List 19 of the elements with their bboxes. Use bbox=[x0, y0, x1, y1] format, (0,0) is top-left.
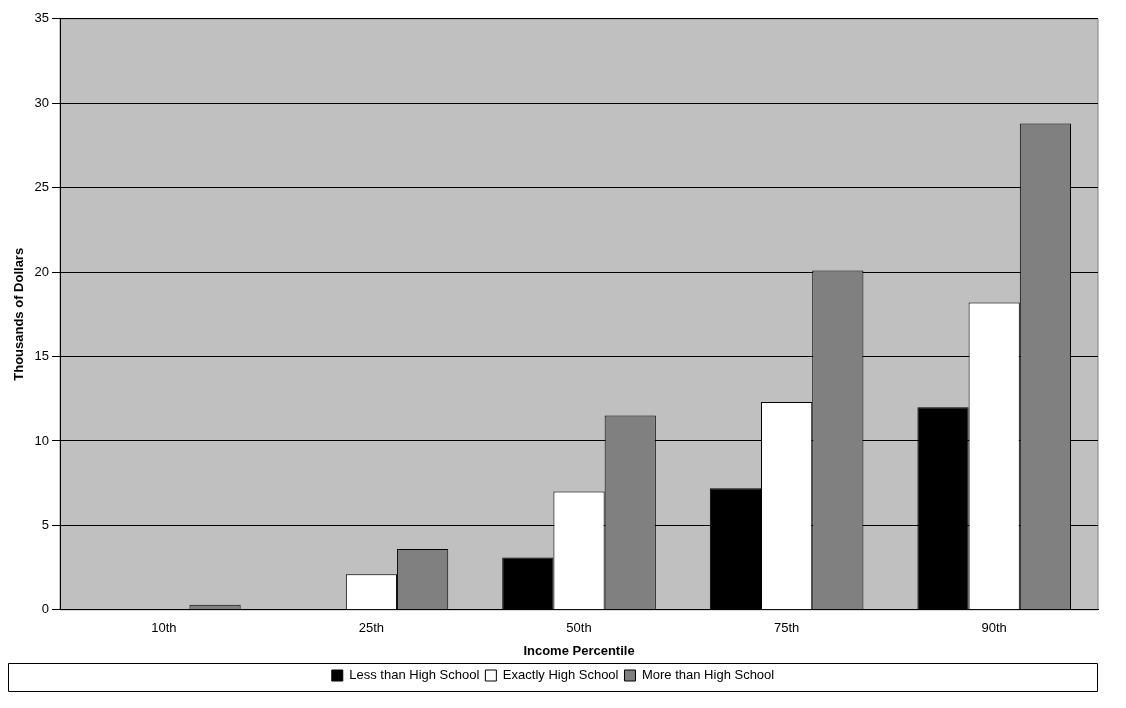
x-tick-label: 75th bbox=[773, 620, 800, 636]
y-tick-label: 15 bbox=[34, 348, 50, 364]
legend-label: Less than High School bbox=[349, 667, 480, 683]
y-tick-label: 35 bbox=[34, 10, 50, 26]
y-tick-label: 10 bbox=[34, 432, 50, 448]
y-tick-label: 0 bbox=[41, 601, 50, 617]
bar bbox=[502, 557, 554, 610]
x-tick-label: 90th bbox=[981, 620, 1007, 636]
legend-label: More than High School bbox=[641, 667, 775, 683]
y-axis-title: Thousands of Dollars bbox=[11, 247, 27, 381]
x-axis-title: Income Percentile bbox=[523, 642, 635, 658]
x-tick-label: 10th bbox=[151, 620, 177, 636]
y-tick-label: 20 bbox=[34, 263, 50, 279]
legend-label: Exactly High School bbox=[502, 667, 619, 683]
y-tick-label: 30 bbox=[34, 94, 50, 110]
y-tick-label: 25 bbox=[34, 179, 50, 195]
x-tick-label: 50th bbox=[566, 620, 592, 636]
y-tick-label: 5 bbox=[41, 516, 50, 532]
x-tick-label: 25th bbox=[358, 620, 385, 636]
